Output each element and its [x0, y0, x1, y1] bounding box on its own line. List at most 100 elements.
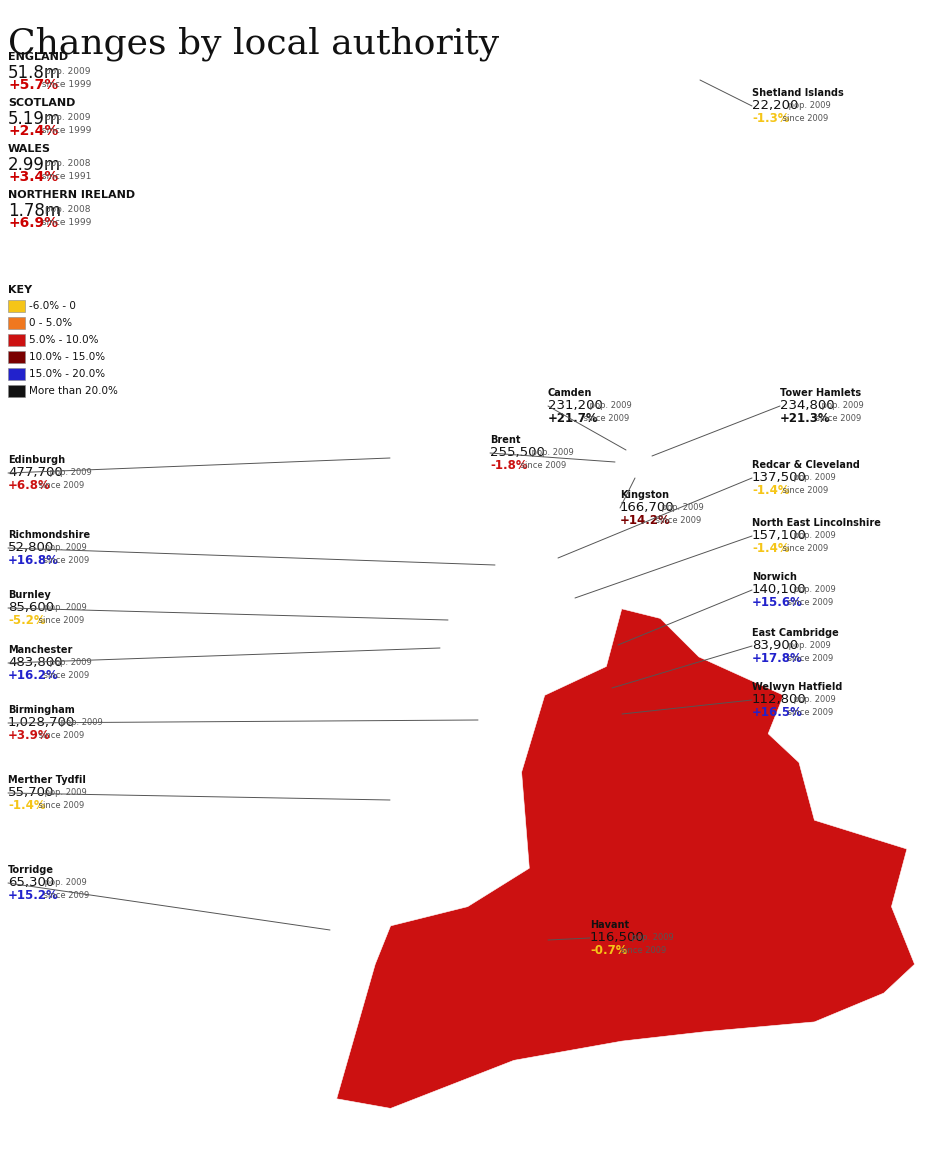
Text: pop. 2009: pop. 2009 — [48, 468, 92, 477]
Text: 15.0% - 20.0%: 15.0% - 20.0% — [29, 369, 105, 379]
Text: 112,800: 112,800 — [752, 693, 807, 706]
Text: pop. 2009: pop. 2009 — [529, 448, 574, 457]
Text: +6.8%: +6.8% — [8, 479, 50, 491]
Text: +6.9%: +6.9% — [8, 216, 58, 230]
Text: pop. 2009: pop. 2009 — [48, 658, 92, 666]
Text: 1.78m: 1.78m — [8, 201, 62, 220]
Text: +21.3%: +21.3% — [780, 412, 830, 425]
Polygon shape — [336, 609, 914, 1108]
Text: +15.6%: +15.6% — [752, 596, 802, 609]
Text: +17.8%: +17.8% — [752, 651, 802, 665]
Text: 157,100: 157,100 — [752, 529, 807, 542]
Text: since 1991: since 1991 — [39, 171, 91, 181]
Text: since 2009: since 2009 — [35, 731, 84, 740]
Text: Merther Tydfil: Merther Tydfil — [8, 775, 86, 785]
Text: pop. 2009: pop. 2009 — [791, 473, 836, 482]
Text: 0 - 5.0%: 0 - 5.0% — [29, 318, 72, 328]
Text: since 2009: since 2009 — [35, 481, 84, 490]
Text: Birmingham: Birmingham — [8, 706, 75, 715]
Bar — [8, 368, 25, 380]
Text: 137,500: 137,500 — [752, 471, 807, 485]
Text: Shetland Islands: Shetland Islands — [752, 87, 843, 98]
Text: WALES: WALES — [8, 144, 51, 154]
Text: pop. 2009: pop. 2009 — [819, 401, 864, 410]
Text: 1,028,700: 1,028,700 — [8, 716, 75, 729]
Text: pop. 2008: pop. 2008 — [42, 205, 90, 214]
Text: NORTHERN IRELAND: NORTHERN IRELAND — [8, 190, 135, 200]
Text: pop. 2009: pop. 2009 — [659, 503, 704, 512]
Text: 52,800: 52,800 — [8, 541, 54, 554]
Text: pop. 2009: pop. 2009 — [42, 113, 90, 122]
Text: -6.0% - 0: -6.0% - 0 — [29, 302, 75, 311]
Text: pop. 2009: pop. 2009 — [42, 543, 87, 552]
Text: since 1999: since 1999 — [39, 218, 91, 227]
Text: +5.7%: +5.7% — [8, 78, 58, 92]
Text: pop. 2009: pop. 2009 — [59, 718, 103, 727]
Text: 483,800: 483,800 — [8, 656, 62, 669]
Text: 140,100: 140,100 — [752, 584, 806, 596]
Text: -1.4%: -1.4% — [752, 485, 789, 497]
Text: KEY: KEY — [8, 285, 32, 295]
Text: 166,700: 166,700 — [620, 501, 675, 514]
Text: -1.3%: -1.3% — [752, 112, 789, 125]
Text: 22,200: 22,200 — [752, 99, 799, 112]
Text: 255,500: 255,500 — [490, 445, 545, 459]
Text: pop. 2009: pop. 2009 — [791, 585, 836, 594]
Text: pop. 2009: pop. 2009 — [791, 695, 836, 704]
Text: 2.99m: 2.99m — [8, 157, 62, 174]
Text: Richmondshire: Richmondshire — [8, 529, 90, 540]
Text: since 2009: since 2009 — [785, 599, 833, 607]
Text: since 2009: since 2009 — [618, 946, 665, 955]
Text: pop. 2009: pop. 2009 — [42, 878, 87, 887]
Text: +16.8%: +16.8% — [8, 554, 59, 567]
Bar — [8, 317, 25, 329]
Text: Burnley: Burnley — [8, 590, 50, 600]
Text: Torridge: Torridge — [8, 866, 54, 875]
Text: pop. 2009: pop. 2009 — [42, 67, 90, 76]
Bar — [8, 351, 25, 363]
Text: Kingston: Kingston — [620, 490, 669, 500]
Text: Brent: Brent — [490, 435, 520, 445]
Text: since 2009: since 2009 — [41, 556, 89, 565]
Text: pop. 2008: pop. 2008 — [42, 159, 90, 168]
Text: East Cambridge: East Cambridge — [752, 628, 839, 638]
Text: since 2009: since 2009 — [35, 616, 84, 625]
Text: pop. 2009: pop. 2009 — [629, 933, 674, 942]
Bar — [8, 300, 25, 312]
Text: 65,300: 65,300 — [8, 876, 54, 889]
Text: Havant: Havant — [590, 920, 629, 930]
Text: 51.8m: 51.8m — [8, 64, 62, 82]
Text: 477,700: 477,700 — [8, 466, 62, 479]
Text: pop. 2009: pop. 2009 — [786, 641, 830, 650]
Text: +2.4%: +2.4% — [8, 124, 59, 138]
Text: since 2009: since 2009 — [653, 516, 701, 525]
Text: -5.2%: -5.2% — [8, 613, 46, 627]
Text: 55,700: 55,700 — [8, 786, 54, 799]
Text: pop. 2009: pop. 2009 — [42, 603, 87, 612]
Text: since 2009: since 2009 — [41, 891, 89, 900]
Text: since 2009: since 2009 — [35, 801, 84, 810]
Bar — [8, 334, 25, 346]
Text: pop. 2009: pop. 2009 — [791, 531, 836, 540]
Text: since 2009: since 2009 — [779, 114, 828, 123]
Text: +21.7%: +21.7% — [548, 412, 598, 425]
Text: since 2009: since 2009 — [41, 671, 89, 680]
Text: pop. 2009: pop. 2009 — [42, 788, 87, 796]
Text: 10.0% - 15.0%: 10.0% - 15.0% — [29, 352, 105, 363]
Text: 5.0% - 10.0%: 5.0% - 10.0% — [29, 335, 99, 345]
Text: +16.5%: +16.5% — [752, 706, 802, 719]
Text: Tower Hamlets: Tower Hamlets — [780, 388, 861, 398]
Text: ENGLAND: ENGLAND — [8, 52, 68, 62]
Text: pop. 2009: pop. 2009 — [786, 101, 830, 110]
Text: since 2009: since 2009 — [785, 654, 833, 663]
Text: -1.8%: -1.8% — [490, 459, 528, 472]
Text: since 2009: since 2009 — [581, 414, 629, 424]
Text: Redcar & Cleveland: Redcar & Cleveland — [752, 460, 860, 470]
Text: since 1999: since 1999 — [39, 125, 91, 135]
Text: Changes by local authority: Changes by local authority — [8, 26, 500, 61]
Text: -1.4%: -1.4% — [8, 799, 46, 811]
Text: since 1999: since 1999 — [39, 81, 91, 89]
Text: -0.7%: -0.7% — [590, 944, 627, 956]
Text: +3.4%: +3.4% — [8, 170, 58, 184]
Text: +14.2%: +14.2% — [620, 514, 671, 527]
